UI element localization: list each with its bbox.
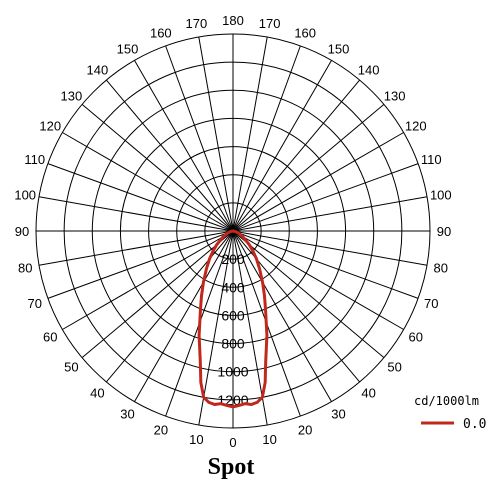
angle-label-right-10: 10 <box>262 432 276 447</box>
grid-ray-210 <box>134 60 234 232</box>
angle-label-right-150: 150 <box>328 41 350 56</box>
angle-label-right-30: 30 <box>331 407 345 422</box>
angle-label-left-10: 10 <box>189 432 203 447</box>
angle-label-right-180: 180 <box>222 13 244 28</box>
grid-ray-350 <box>198 230 234 426</box>
grid-ray-30 <box>232 230 332 402</box>
angle-label-left-170: 170 <box>186 16 208 31</box>
legend: cd/1000lm 0.0 <box>414 394 486 432</box>
grid-ray-330 <box>134 230 234 402</box>
grid-ray-140 <box>232 79 361 232</box>
angle-label-right-130: 130 <box>384 88 406 103</box>
angle-label-left-130: 130 <box>61 88 83 103</box>
angle-label-right-120: 120 <box>405 119 427 134</box>
grid-ray-80 <box>232 230 428 266</box>
angle-label-right-0: 0 <box>229 435 236 450</box>
angle-label-left-80: 80 <box>18 261 32 276</box>
angle-label-right-140: 140 <box>358 62 380 77</box>
grid-ray-300 <box>62 230 234 330</box>
grid-ray-170 <box>232 36 268 232</box>
grid-ray-250 <box>47 163 234 232</box>
grid-ray-130 <box>232 103 385 232</box>
angle-label-right-100: 100 <box>430 187 452 202</box>
angle-label-left-120: 120 <box>39 119 61 134</box>
grid-ray-10 <box>232 230 268 426</box>
grid-ray-280 <box>38 230 234 266</box>
chart-title: Spot <box>208 454 255 480</box>
grid-ray-70 <box>232 230 419 299</box>
angle-label-left-110: 110 <box>24 152 45 167</box>
radial-tick-label-200: 200 <box>221 251 245 267</box>
angle-label-left-100: 100 <box>14 187 36 202</box>
angle-label-left-30: 30 <box>120 407 134 422</box>
angle-label-right-170: 170 <box>259 16 281 31</box>
grid-ray-240 <box>62 132 234 232</box>
grid-ray-310 <box>81 230 234 359</box>
grid-ray-200 <box>165 45 234 232</box>
grid-ray-120 <box>232 132 404 232</box>
grid-ray-160 <box>232 45 301 232</box>
angle-label-left-140: 140 <box>87 62 109 77</box>
angle-label-right-70: 70 <box>424 296 438 311</box>
angle-label-right-20: 20 <box>298 422 312 437</box>
series-curve-0 <box>197 229 269 409</box>
angle-label-right-90: 90 <box>437 224 451 239</box>
angle-label-left-40: 40 <box>90 386 104 401</box>
grid-ray-60 <box>232 230 404 330</box>
unit-label: cd/1000lm <box>414 394 479 408</box>
angle-label-left-160: 160 <box>150 26 172 41</box>
grid-ray-150 <box>232 60 332 232</box>
radial-tick-label-600: 600 <box>221 307 245 323</box>
angle-labels: 0 10 20 30 40 50 60 70 80 90 100 110 120 130 140 150 160… <box>14 13 451 450</box>
angle-label-left-150: 150 <box>117 41 139 56</box>
grid-ray-110 <box>232 163 419 232</box>
angle-label-right-60: 60 <box>408 330 422 345</box>
angle-label-left-50: 50 <box>64 360 78 375</box>
radial-tick-label-1000: 1000 <box>217 364 248 380</box>
grid-ray-220 <box>105 79 234 232</box>
grid-ray-260 <box>38 196 234 232</box>
legend-series-name: 0.0 <box>463 417 486 432</box>
angle-label-right-50: 50 <box>387 360 401 375</box>
angle-label-left-60: 60 <box>43 330 57 345</box>
angle-label-right-160: 160 <box>294 26 316 41</box>
angle-label-right-80: 80 <box>434 261 448 276</box>
radial-tick-label-800: 800 <box>221 336 245 352</box>
grid-ray-100 <box>232 196 428 232</box>
angle-label-right-40: 40 <box>361 386 375 401</box>
radial-tick-label-400: 400 <box>221 279 245 295</box>
grid-ray-230 <box>81 103 234 232</box>
grid-ray-290 <box>47 230 234 299</box>
angle-label-left-70: 70 <box>27 296 41 311</box>
angle-label-right-110: 110 <box>421 152 442 167</box>
grid-ray-50 <box>232 230 385 359</box>
grid-ray-190 <box>198 36 234 232</box>
angle-label-left-90: 90 <box>15 224 29 239</box>
series-layer <box>197 229 269 409</box>
angle-label-left-20: 20 <box>154 422 168 437</box>
